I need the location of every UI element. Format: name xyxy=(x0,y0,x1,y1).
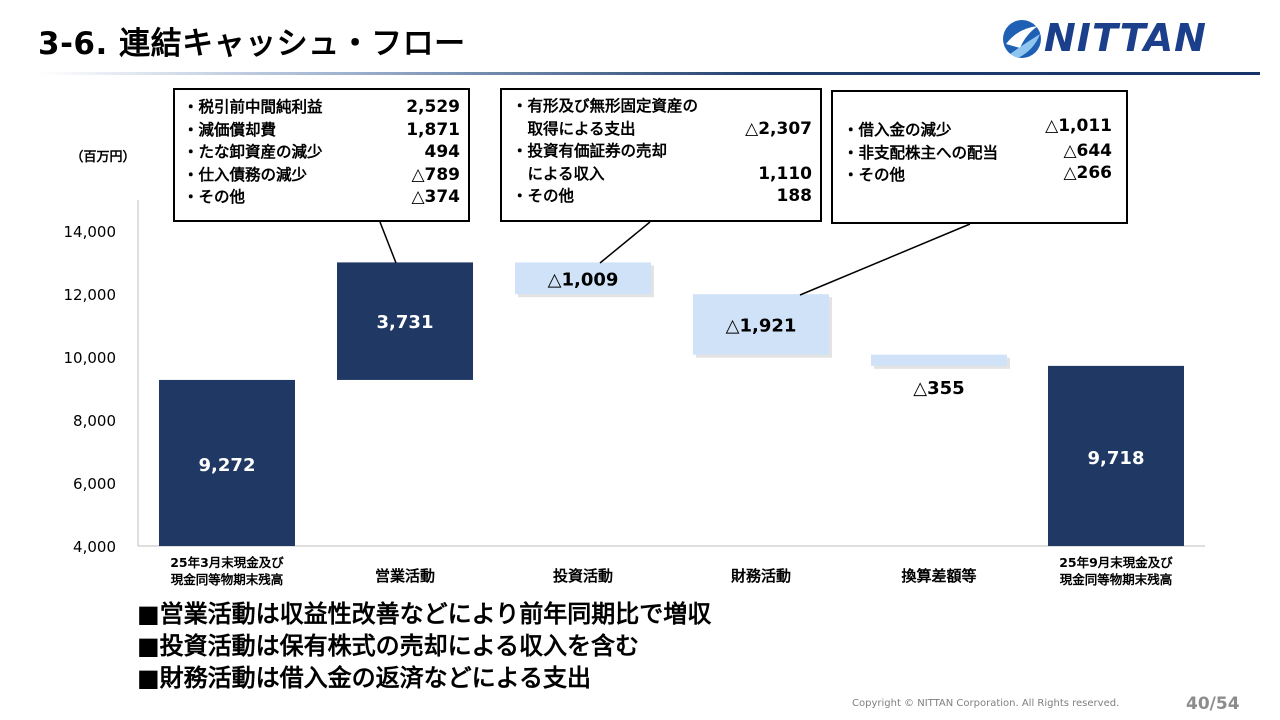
callout-item-label: ・仕入債務の減少 xyxy=(183,165,308,184)
y-tick-label: 4,000 xyxy=(73,538,116,556)
callout-connector xyxy=(799,223,971,296)
bar-5 xyxy=(1048,365,1184,546)
callout-connector xyxy=(379,221,397,264)
callout-item-value: 1,871 xyxy=(406,119,460,140)
bar-4 xyxy=(871,354,1007,366)
callout-item-label: 取得による支出 xyxy=(512,119,636,138)
y-tick-label: 10,000 xyxy=(64,349,117,367)
callout-item-label: による収入 xyxy=(512,164,605,183)
callout-connector xyxy=(599,221,651,264)
bullet-financing: ■財務活動は借入金の返済などによる支出 xyxy=(137,664,591,692)
y-tick-label: 8,000 xyxy=(73,412,116,430)
callout-item-label: ・その他 xyxy=(512,187,575,205)
bullet-operating: ■営業活動は収益性改善などにより前年同期比で増収 xyxy=(137,600,712,628)
callout-item-label: ・投資有価証券の売却 xyxy=(512,142,668,160)
nittan-swirl-icon xyxy=(1003,20,1041,58)
category-label: 営業活動 xyxy=(375,567,435,585)
y-tick-label: 14,000 xyxy=(64,223,117,241)
callout-item-value: △2,307 xyxy=(745,118,812,139)
logo-text: NITTAN xyxy=(1044,16,1207,60)
callout-item-value: 494 xyxy=(424,142,461,162)
callout-box-1: ・有形及び無形固定資産の 取得による支出 △2,307 ・投資有価証券の売却 による… xyxy=(500,88,822,222)
category-label: 換算差額等 xyxy=(901,567,976,585)
category-label: 投資活動 xyxy=(553,567,613,585)
company-logo: NITTAN xyxy=(1000,12,1258,68)
callout-item-label: ・税引前中間純利益 xyxy=(183,98,323,116)
y-tick-label: 12,000 xyxy=(64,286,117,304)
bar-value-label: △1,921 xyxy=(726,315,797,336)
callout-item-value: △266 xyxy=(1063,163,1112,183)
callout-item-label: ・たな卸資産の減少 xyxy=(183,143,323,161)
bar-2 xyxy=(515,262,651,295)
y-tick-label: 6,000 xyxy=(73,475,116,493)
bar-3 xyxy=(693,294,829,355)
callout-item-value: △1,011 xyxy=(1045,116,1112,136)
y-unit-label: （百万円） xyxy=(70,149,135,165)
bar-value-label: 9,718 xyxy=(1088,448,1145,469)
callout-item-value: △644 xyxy=(1063,140,1112,161)
callout-box-0: ・税引前中間純利益 2,529 ・減価償却費 1,871 ・たな卸資産の減少 494 ・仕入… xyxy=(173,88,470,222)
copyright-notice: Copyright © NITTAN Corporation. All Righ… xyxy=(852,698,1120,709)
bar-1 xyxy=(337,262,473,380)
callout-item-value: 2,529 xyxy=(406,97,460,117)
category-label: 25年9月末現金及び xyxy=(1059,555,1173,570)
callout-item-value: 188 xyxy=(776,186,813,206)
callout-item-value: △789 xyxy=(411,164,460,185)
callout-item-label: ・有形及び無形固定資産の xyxy=(512,97,699,115)
callout-item-label: ・その他 xyxy=(183,188,246,206)
callout-box-2: ・借入金の減少 △1,011 ・非支配株主への配当 △644 ・その他 △266 xyxy=(831,90,1128,224)
callout-item-label: ・非支配株主への配当 xyxy=(843,143,999,162)
callout-item-label: ・借入金の減少 xyxy=(843,121,952,139)
callout-item-label: ・その他 xyxy=(843,166,906,184)
bar-0 xyxy=(159,379,295,546)
summary-bullets: ■営業活動は収益性改善などにより前年同期比で増収 ■投資活動は保有株式の売却によ… xyxy=(137,598,711,694)
category-label: 現金同等物期末残高 xyxy=(1060,572,1173,587)
title-underline xyxy=(38,72,1260,75)
bar-value-label: △1,009 xyxy=(548,269,619,290)
bar-value-label: △355 xyxy=(913,378,964,399)
category-label: 財務活動 xyxy=(730,567,791,585)
bullet-investing: ■投資活動は保有株式の売却による収入を含む xyxy=(137,632,639,660)
callout-item-value: △374 xyxy=(411,187,460,207)
page-title: 3-6. 連結キャッシュ・フロー xyxy=(38,26,466,62)
page-number: 40/54 xyxy=(1186,694,1240,714)
callout-item-value: 1,110 xyxy=(758,163,812,184)
waterfall-chart: （百万円） 4,000 6,000 8,000 10,000 12,000 14,000 9,… xyxy=(64,149,1205,587)
category-label: 現金同等物期末残高 xyxy=(171,572,284,587)
bar-value-label: 3,731 xyxy=(377,312,434,333)
bar-value-label: 9,272 xyxy=(199,455,256,476)
callout-item-label: ・減価償却費 xyxy=(183,120,277,139)
category-label: 25年3月末現金及び xyxy=(170,555,284,570)
